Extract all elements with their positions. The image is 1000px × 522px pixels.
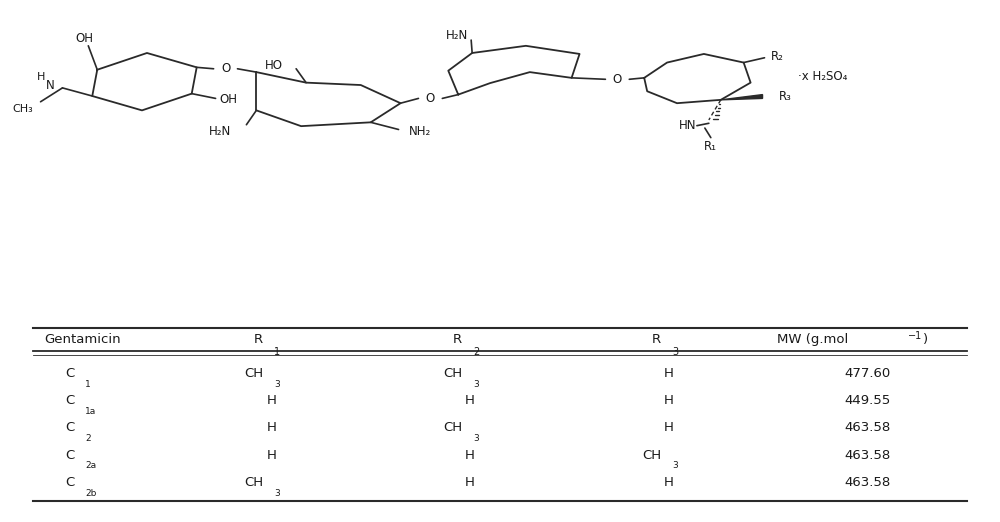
Text: 1: 1 (274, 347, 280, 357)
Text: O: O (221, 62, 230, 75)
Text: OH: OH (220, 93, 238, 106)
Text: 463.58: 463.58 (845, 448, 891, 461)
Text: 3: 3 (473, 434, 479, 443)
Polygon shape (721, 94, 763, 100)
Text: 449.55: 449.55 (845, 394, 891, 407)
Text: H₂N: H₂N (446, 29, 468, 42)
Text: 2a: 2a (85, 461, 96, 470)
Text: H: H (266, 448, 276, 461)
Text: 3: 3 (473, 379, 479, 388)
Text: MW (g.mol: MW (g.mol (777, 334, 848, 347)
Text: OH: OH (75, 32, 93, 45)
Text: C: C (65, 448, 74, 461)
Text: H: H (266, 421, 276, 434)
Text: H: H (664, 367, 674, 380)
Text: H: H (465, 476, 475, 489)
Text: H: H (664, 476, 674, 489)
Text: H: H (465, 448, 475, 461)
Text: CH: CH (642, 448, 661, 461)
Text: O: O (426, 92, 435, 105)
Text: CH: CH (443, 421, 462, 434)
Text: 2b: 2b (85, 489, 97, 497)
Text: CH: CH (443, 367, 462, 380)
Text: R₂: R₂ (770, 50, 783, 63)
Text: 1a: 1a (85, 407, 97, 416)
Text: H: H (465, 394, 475, 407)
Text: R: R (453, 334, 462, 347)
Text: O: O (613, 73, 622, 86)
Text: 463.58: 463.58 (845, 476, 891, 489)
Text: NH₂: NH₂ (409, 125, 431, 138)
Text: R: R (254, 334, 263, 347)
Text: R₁: R₁ (704, 140, 717, 153)
Text: C: C (65, 476, 74, 489)
Text: CH: CH (244, 476, 263, 489)
Text: 2: 2 (85, 434, 91, 443)
Text: HO: HO (265, 60, 283, 73)
Text: 477.60: 477.60 (845, 367, 891, 380)
Text: ·x H₂SO₄: ·x H₂SO₄ (798, 70, 848, 84)
Text: CH: CH (244, 367, 263, 380)
Text: C: C (65, 421, 74, 434)
Text: C: C (65, 367, 74, 380)
Text: 1: 1 (85, 379, 91, 388)
Text: HN: HN (678, 119, 696, 132)
Text: R₃: R₃ (778, 90, 791, 103)
Text: N: N (46, 79, 55, 92)
Text: 3: 3 (274, 379, 280, 388)
Text: H: H (664, 394, 674, 407)
Text: H: H (664, 421, 674, 434)
Text: 463.58: 463.58 (845, 421, 891, 434)
Text: C: C (65, 394, 74, 407)
Text: Gentamicin: Gentamicin (44, 334, 121, 347)
Text: 3: 3 (672, 461, 678, 470)
Text: 3: 3 (274, 489, 280, 497)
Text: CH₃: CH₃ (13, 104, 33, 114)
Text: H: H (266, 394, 276, 407)
Text: −1: −1 (908, 330, 922, 340)
Text: H: H (36, 72, 45, 82)
Text: 2: 2 (473, 347, 479, 357)
Text: ): ) (923, 334, 928, 347)
Text: 3: 3 (672, 347, 678, 357)
Text: H₂N: H₂N (209, 125, 232, 138)
Text: R: R (652, 334, 661, 347)
